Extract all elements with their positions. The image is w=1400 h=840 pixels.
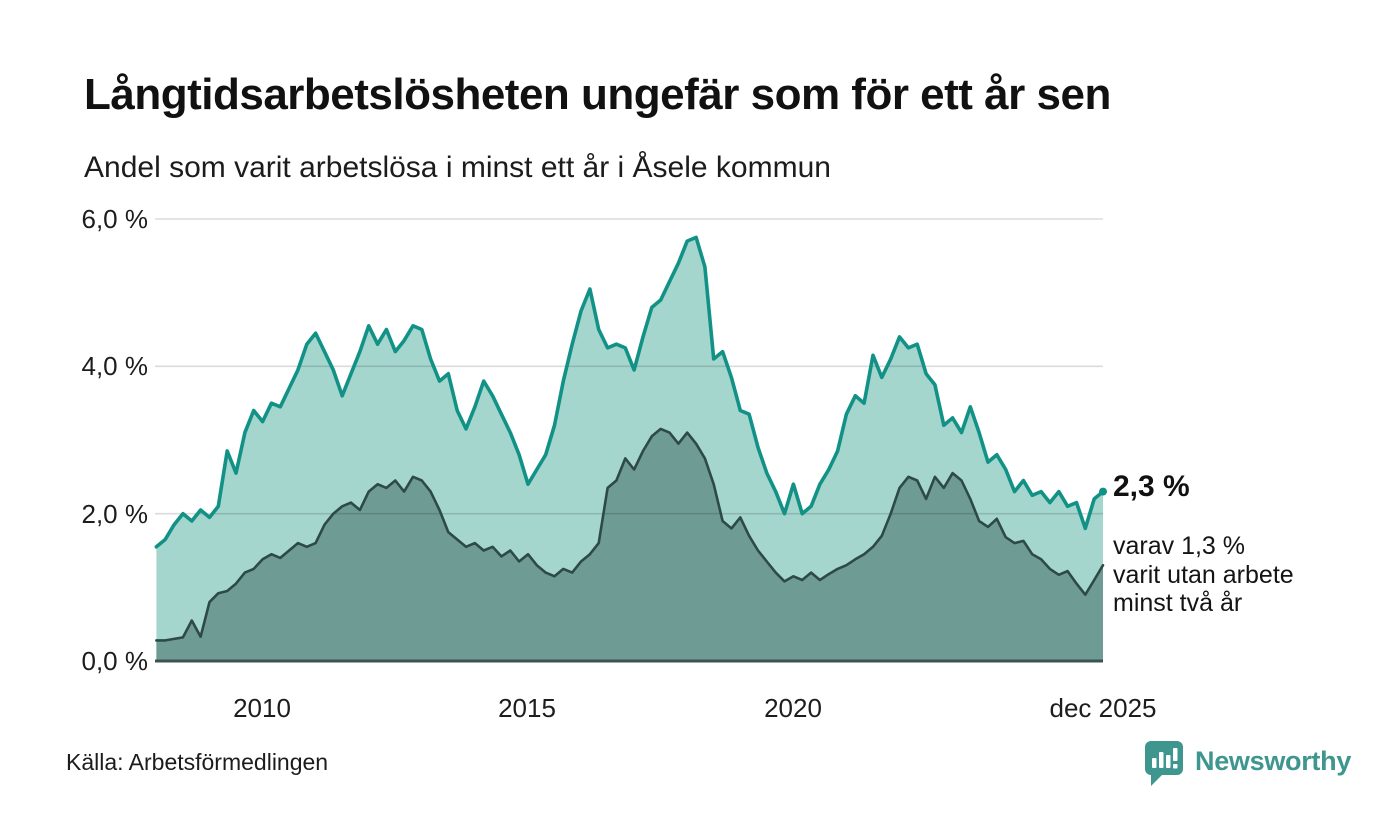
page-subtitle: Andel som varit arbetslösa i minst ett å…: [84, 151, 831, 184]
page-title: Långtidsarbetslösheten ungefär som för e…: [84, 70, 1111, 119]
newsworthy-logo: Newsworthy: [1143, 739, 1351, 789]
x-tick-2010: 2010: [233, 693, 291, 723]
line-two-years: [155, 427, 1105, 642]
y-tick-4: 4,0 %: [81, 351, 149, 381]
x-tick-2015: 2015: [498, 693, 556, 723]
line-one-year: [154, 235, 1105, 549]
area-fill-two-years: [156, 428, 1103, 661]
gridlines: [155, 218, 1103, 515]
y-tick-0: 0,0 %: [81, 646, 149, 676]
source-label: Källa: Arbetsförmedlingen: [66, 749, 329, 775]
x-tick-dec-2025: dec 2025: [1049, 693, 1157, 723]
latest-detail-line-1: varav 1,3 %: [1113, 532, 1246, 560]
y-tick-6: 6,0 %: [81, 204, 149, 234]
y-tick-2: 2,0 %: [81, 499, 149, 529]
latest-detail-label: varav 1,3 % varit utan arbete minst två …: [1113, 532, 1363, 618]
newsworthy-logo-text: Newsworthy: [1195, 746, 1352, 776]
x-tick-2020: 2020: [764, 693, 822, 723]
latest-value-dot: [1099, 487, 1107, 496]
latest-value-label: 2,3 %: [1113, 470, 1190, 503]
newsworthy-logo-icon: [1145, 741, 1183, 786]
latest-detail-line-2: varit utan arbete: [1113, 560, 1294, 589]
latest-detail-line-3: minst två år: [1113, 589, 1243, 617]
